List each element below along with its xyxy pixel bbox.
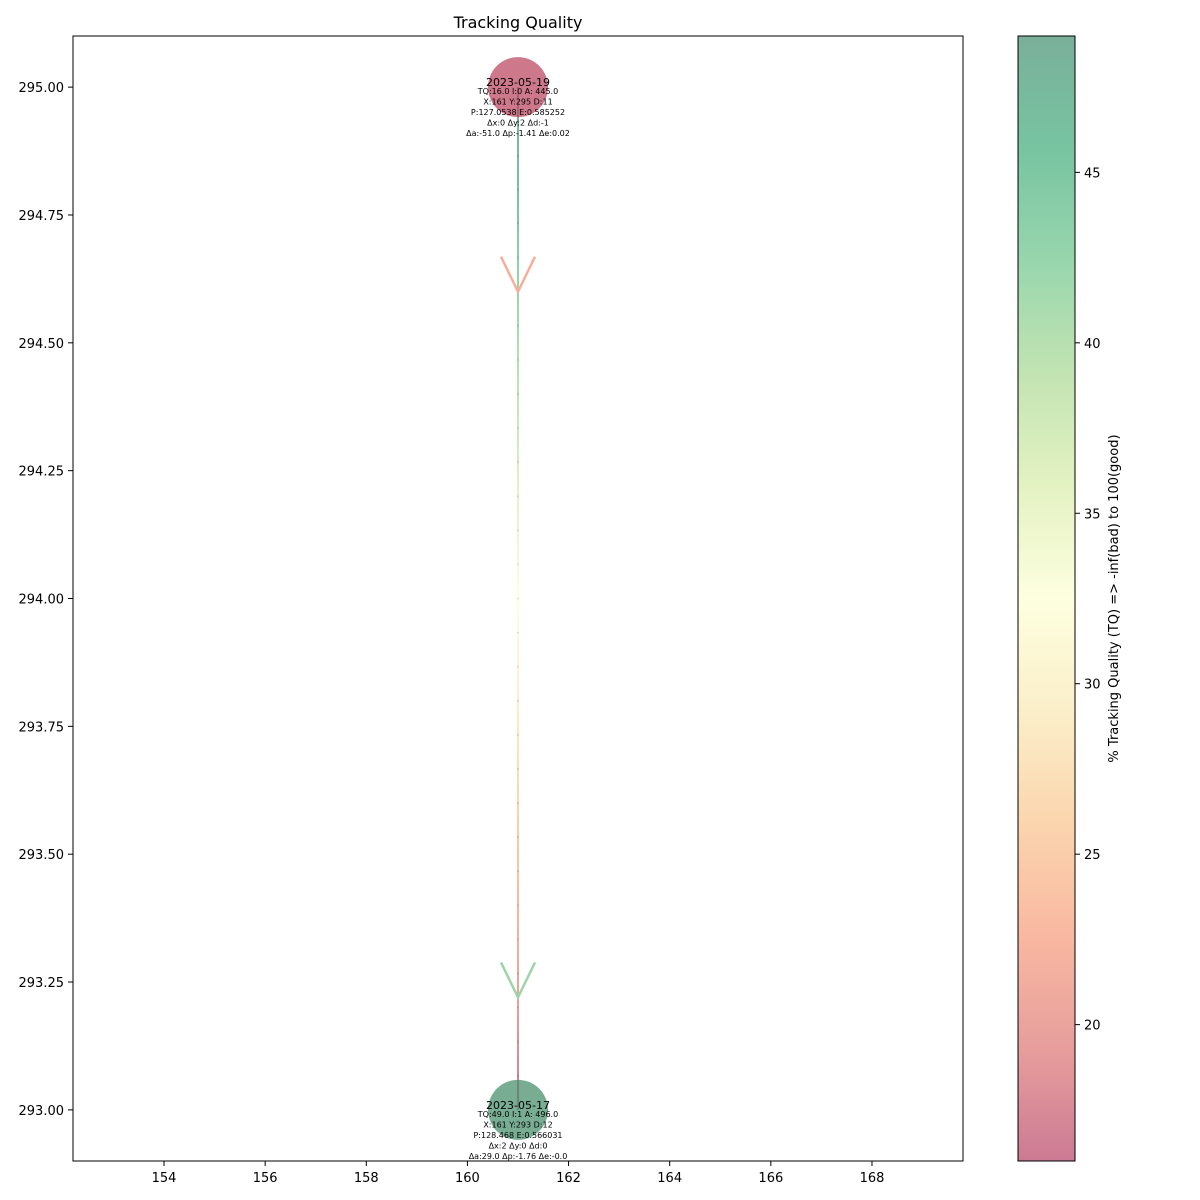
data-point — [488, 1079, 548, 1140]
y-tick-label: 293.25 — [19, 976, 65, 991]
y-tick-label: 294.00 — [19, 593, 65, 608]
x-tick-label: 156 — [253, 1171, 278, 1186]
colorbar-tick-label: 40 — [1084, 337, 1101, 352]
track-marker — [517, 938, 519, 941]
colorbar-tick-label: 20 — [1084, 1019, 1101, 1034]
plot-frame — [72, 35, 964, 1162]
x-tick-label: 164 — [657, 1171, 682, 1186]
x-tick-label: 160 — [455, 1171, 480, 1186]
x-tick-label: 162 — [556, 1171, 581, 1186]
point-annotation-line: X:161 Y:293 D:12 — [483, 1120, 552, 1129]
track-marker — [517, 802, 519, 805]
track-marker — [517, 427, 519, 430]
track-marker — [517, 904, 519, 907]
point-annotation-line: TQ:49.0 I:1 A: 496.0 — [477, 1110, 558, 1119]
colorbar-tick-label: 45 — [1084, 166, 1101, 181]
track-marker — [517, 597, 519, 600]
track-marker — [517, 1040, 519, 1043]
y-tick-label: 293.75 — [19, 720, 65, 735]
chart-title: Tracking Quality — [453, 13, 583, 32]
colorbar: 20 25 30 35 40 45 % Tracking Quality (TQ) => -… — [1017, 35, 1122, 1162]
y-tick-label: 293.00 — [19, 1104, 65, 1119]
point-annotation-line: Δa:29.0 Δp:-1.76 Δe:-0.0 — [469, 1152, 568, 1161]
track-marker — [517, 154, 519, 157]
track-marker — [517, 767, 519, 770]
y-tick-label: 294.75 — [19, 209, 65, 224]
colorbar-tick-label: 25 — [1084, 848, 1101, 863]
y-tick-label: 294.25 — [19, 465, 65, 480]
track-marker — [517, 733, 519, 736]
track-marker — [517, 972, 519, 975]
point-annotation-line: Δx:0 Δy:2 Δd:-1 — [487, 119, 549, 128]
y-tick-label: 295.00 — [19, 81, 65, 96]
data-point — [488, 57, 548, 118]
track-marker — [517, 1006, 519, 1009]
track-marker — [517, 870, 519, 873]
track-line — [517, 87, 519, 1110]
x-tick-label: 168 — [860, 1171, 885, 1186]
track-marker — [517, 836, 519, 839]
track-marker — [517, 392, 519, 395]
colorbar-tick-label: 30 — [1084, 678, 1101, 693]
y-tick-label: 294.50 — [19, 337, 65, 352]
track-marker — [517, 665, 519, 668]
x-tick-label: 158 — [354, 1171, 379, 1186]
point-annotation-line: P:127.0538 E:0.585252 — [471, 108, 565, 117]
track-marker — [517, 358, 519, 361]
y-tick-label: 293.50 — [19, 848, 65, 863]
x-axis: 154 156 158 160 162 164 166 168 — [152, 1161, 885, 1186]
colorbar-gradient — [1017, 35, 1076, 1162]
colorbar-tick-label: 35 — [1084, 507, 1101, 522]
track-marker — [517, 529, 519, 532]
track-marker — [517, 188, 519, 191]
point-date-label: 2023-05-19 — [486, 76, 550, 89]
arrowhead — [499, 256, 537, 295]
track-marker — [517, 324, 519, 327]
track-marker — [517, 699, 519, 702]
y-axis: 293.00 293.25 293.50 293.75 294.00 294.25 294.… — [19, 81, 73, 1119]
track-marker — [517, 461, 519, 464]
track-marker — [517, 631, 519, 634]
point-annotation-line: X:161 Y:295 D:11 — [483, 98, 552, 107]
track-marker — [517, 256, 519, 259]
track-marker — [517, 1074, 519, 1077]
colorbar-label: % Tracking Quality (TQ) => -inf(bad) to … — [1107, 434, 1122, 762]
track-marker — [517, 563, 519, 566]
x-tick-label: 166 — [758, 1171, 783, 1186]
point-annotation-line: P:128.468 E:0.566031 — [473, 1131, 562, 1140]
point-annotation-line: Δa:-51.0 Δp:-1.41 Δe:0.02 — [466, 129, 570, 138]
track-marker — [517, 495, 519, 498]
point-annotation-line: TQ:16.0 I:0 A: 445.0 — [477, 87, 558, 96]
track-marker — [517, 120, 519, 123]
point-annotation-line: Δx:2 Δy:0 Δd:0 — [489, 1141, 548, 1150]
x-tick-label: 154 — [152, 1171, 177, 1186]
arrowhead — [499, 961, 537, 1001]
track-marker — [517, 222, 519, 225]
point-date-label: 2023-05-17 — [486, 1099, 550, 1112]
